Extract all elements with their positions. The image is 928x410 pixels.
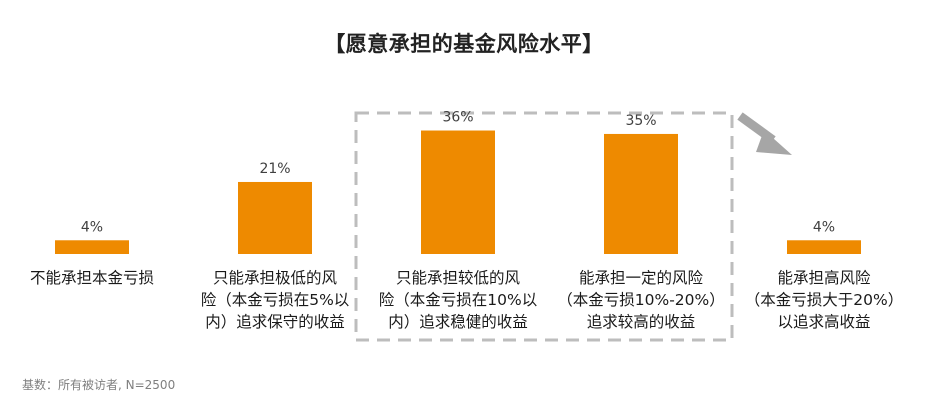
category-label-line: 只能承担极低的风 <box>213 269 338 287</box>
bar-5 <box>787 240 861 254</box>
category-label-1: 不能承担本金亏损 <box>30 269 154 287</box>
category-label-5: 能承担高风险 （本金亏损大于20%） 以追求高收益 <box>745 269 903 331</box>
category-label-line: 能承担一定的风险 <box>579 269 704 287</box>
category-label-line: 能承担高风险 <box>777 269 871 287</box>
category-label-line: 险（本金亏损在10%以 <box>379 291 537 309</box>
category-label-line: 只能承担较低的风 <box>396 269 521 287</box>
category-label-line: 追求较高的收益 <box>587 313 696 331</box>
chart-footnote: 基数：所有被访者, N=2500 <box>22 378 176 392</box>
category-label-line: （本金亏损10%-20%） <box>557 291 725 309</box>
category-label-line: 以追求高收益 <box>777 313 870 331</box>
category-label-3: 只能承担较低的风险（本金亏损在10%以内）追求稳健的收益 <box>379 269 537 331</box>
bar-4 <box>604 133 678 254</box>
bar-2 <box>238 181 312 254</box>
value-label-4: 35% <box>625 113 656 129</box>
trend-arrow-icon <box>737 112 792 155</box>
value-label-5: 4% <box>813 219 835 235</box>
category-label-line: 内）追求稳健的收益 <box>388 313 528 331</box>
highlight-box <box>354 111 734 342</box>
category-label-2: 只能承担极低的风险（本金亏损在5%以内）追求保守的收益 <box>201 269 350 331</box>
category-label-4: 能承担一定的风险 （本金亏损10%-20%） 追求较高的收益 <box>557 269 725 331</box>
bar-3 <box>421 130 495 254</box>
category-label-line: 险（本金亏损在5%以 <box>201 291 350 309</box>
category-label-line: （本金亏损大于20%） <box>745 291 903 309</box>
chart-title: 【愿意承担的基金风险水平】 <box>324 32 604 56</box>
category-label-line: 不能承担本金亏损 <box>30 269 154 287</box>
value-label-2: 21% <box>259 161 290 177</box>
bar-1 <box>55 240 129 254</box>
value-label-1: 4% <box>81 219 103 235</box>
category-label-line: 内）追求保守的收益 <box>205 313 345 331</box>
value-label-3: 36% <box>442 110 473 126</box>
